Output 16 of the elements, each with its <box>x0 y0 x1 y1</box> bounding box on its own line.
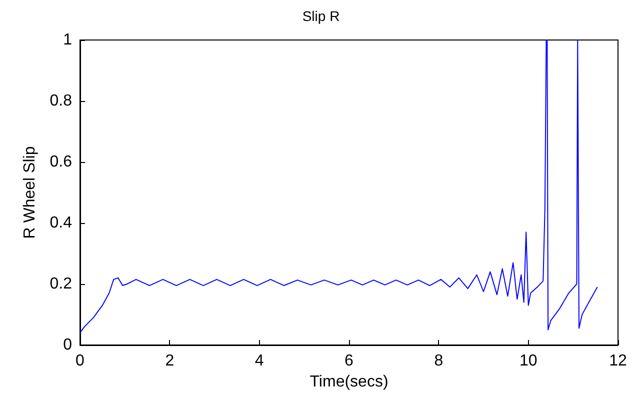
x-tick-label: 0 <box>76 352 85 370</box>
x-tick-label: 10 <box>519 352 538 370</box>
y-tick-label: 0.2 <box>50 276 72 292</box>
x-tick-label: 12 <box>609 352 627 370</box>
chart-title: Slip R <box>302 8 340 24</box>
x-axis-title: Time(secs) <box>310 373 388 390</box>
y-tick-label: 0.8 <box>50 92 72 110</box>
x-tick-label: 2 <box>165 352 174 370</box>
y-tick-label: 0.6 <box>50 154 72 170</box>
x-tick-label: 6 <box>344 352 354 370</box>
y-tick-label: 0.4 <box>50 214 72 232</box>
x-tick-label: 8 <box>434 352 444 370</box>
x-tick-label: 4 <box>254 352 264 370</box>
y-axis-title: R Wheel Slip <box>22 146 38 239</box>
y-tick-label: 0 <box>63 336 72 354</box>
y-tick-label: 1 <box>63 32 72 48</box>
